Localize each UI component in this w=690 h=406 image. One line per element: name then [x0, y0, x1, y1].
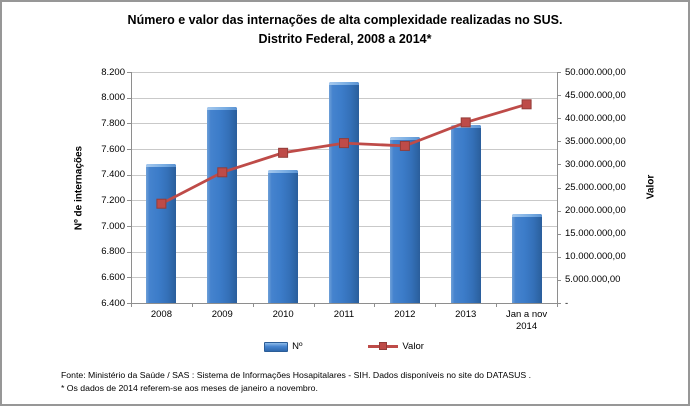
left-axis-tick	[127, 174, 131, 176]
line-marker-2011	[339, 138, 349, 149]
x-axis-label-2009: 2009	[211, 309, 233, 320]
right-axis-tick	[557, 187, 561, 189]
line-marker-2008	[156, 198, 167, 209]
left-axis-tick	[127, 123, 131, 125]
right-axis-tick-label: 10.000.000,00	[565, 251, 626, 263]
chart-title: Número e valor das internações de alta c…	[2, 11, 688, 49]
line-marker-2012	[399, 140, 410, 151]
bar-2012	[389, 137, 420, 303]
source-note: Fonte: Ministério da Saúde / SAS : Siste…	[61, 370, 531, 380]
legend-entry-n: Nº	[264, 341, 302, 352]
right-axis-tick	[557, 95, 561, 97]
right-axis-tick-label: 15.000.000,00	[565, 228, 626, 240]
left-axis-tick-label: 6.400	[101, 297, 125, 309]
right-axis-tick	[557, 118, 561, 120]
legend-bar-swatch	[264, 341, 289, 352]
line-marker-2010	[278, 147, 289, 158]
left-axis-tick-labels: 8.200 8.000 7.800 7.600 7.400 7.200 7.000 6.800…	[62, 67, 125, 309]
value-line	[160, 102, 527, 205]
left-axis-tick	[127, 251, 131, 253]
left-axis-tick	[127, 277, 131, 279]
line-marker-2009	[217, 167, 228, 178]
chart-title-line2: Distrito Federal, 2008 a 2014*	[258, 32, 432, 46]
x-axis-tick	[131, 303, 132, 307]
right-axis-tick	[557, 164, 561, 166]
bar-2013	[450, 124, 481, 303]
bar-2009	[207, 106, 238, 303]
left-axis-line	[131, 72, 132, 303]
left-axis-tick-label: 7.600	[101, 143, 125, 155]
left-axis-tick	[127, 303, 131, 304]
bar-2008	[146, 164, 177, 303]
x-axis-label-jan-a-nov-2014: Jan a nov 2014	[505, 309, 548, 332]
left-axis-tick	[127, 97, 131, 99]
bar-2010	[268, 169, 299, 303]
x-axis-label-2011: 2011	[333, 309, 355, 320]
legend-entry-valor: Valor	[368, 341, 424, 352]
left-axis-tick	[127, 200, 131, 202]
right-axis-tick	[557, 72, 561, 73]
x-axis-tick	[191, 303, 193, 307]
x-axis-line	[131, 303, 558, 304]
right-axis-tick	[557, 233, 561, 235]
right-axis-tick-labels: 50.000.000,00 45.000.000,00 40.000.000,00 3…	[565, 67, 650, 309]
right-axis-tick	[557, 279, 561, 281]
right-axis-tick-label: 20.000.000,00	[565, 205, 626, 217]
x-axis-tick	[435, 303, 437, 307]
left-axis-tick-label: 6.800	[101, 246, 125, 258]
footnote: Fonte: Ministério da Saúde / SAS : Siste…	[61, 369, 531, 394]
right-axis-tick-label: 30.000.000,00	[565, 158, 626, 170]
left-axis-tick	[127, 149, 131, 150]
right-axis-tick	[557, 256, 561, 258]
legend-line-swatch	[368, 342, 399, 351]
gridline	[131, 72, 557, 73]
left-axis-tick-label: 7.000	[101, 220, 125, 232]
left-axis-tick-label: 8.000	[101, 92, 125, 104]
x-axis-tick	[252, 303, 254, 307]
x-axis-label-2010: 2010	[272, 309, 294, 320]
left-axis-tick	[127, 72, 131, 73]
x-axis-labels: 2008 2009 2010 2011 2012 2013 Jan a nov 2014	[131, 309, 557, 337]
left-axis-tick-label: 8.200	[101, 66, 125, 78]
right-axis-tick-label: 35.000.000,00	[565, 135, 626, 147]
legend-line-marker	[379, 342, 388, 350]
bar-jan-a-nov-2014	[511, 214, 542, 303]
left-axis-tick-label: 7.800	[101, 117, 125, 129]
x-axis-label-2013: 2013	[455, 309, 477, 320]
x-axis-tick	[313, 303, 315, 307]
right-axis-tick-label: 40.000.000,00	[565, 112, 626, 124]
left-axis-tick	[127, 226, 131, 227]
legend: Nº Valor	[131, 341, 557, 352]
asterisk-note: * Os dados de 2014 referem-se aos meses …	[61, 382, 318, 393]
left-axis-tick-label: 7.400	[101, 169, 125, 181]
value-line-layer	[156, 99, 532, 209]
x-axis-tick	[374, 303, 376, 307]
line-marker-2013	[460, 117, 471, 128]
bar-2011	[329, 82, 359, 303]
x-axis-label-2008: 2008	[150, 309, 172, 320]
plot-area	[127, 72, 561, 307]
left-axis-tick-label: 6.600	[101, 271, 125, 283]
right-axis-tick-label: 25.000.000,00	[565, 182, 626, 193]
left-axis-tick-label: 7.200	[101, 194, 125, 206]
right-axis-tick-label: 5.000.000,00	[565, 274, 621, 286]
x-axis-label-2012: 2012	[394, 309, 416, 320]
right-axis-tick	[557, 141, 561, 143]
right-axis-tick-label: 50.000.000,00	[565, 66, 626, 78]
right-axis-tick-label: 45.000.000,00	[565, 89, 626, 101]
x-axis-tick	[557, 303, 558, 307]
line-marker-jan-a-nov-2014	[521, 99, 532, 110]
right-axis-tick	[557, 210, 561, 212]
chart-title-line1: Número e valor das internações de alta c…	[127, 13, 563, 27]
right-axis-tick-label: -	[565, 297, 569, 309]
legend-label: Nº	[292, 341, 303, 352]
legend-label: Valor	[402, 341, 424, 352]
x-axis-tick	[496, 303, 498, 307]
right-axis-tick	[557, 303, 561, 304]
